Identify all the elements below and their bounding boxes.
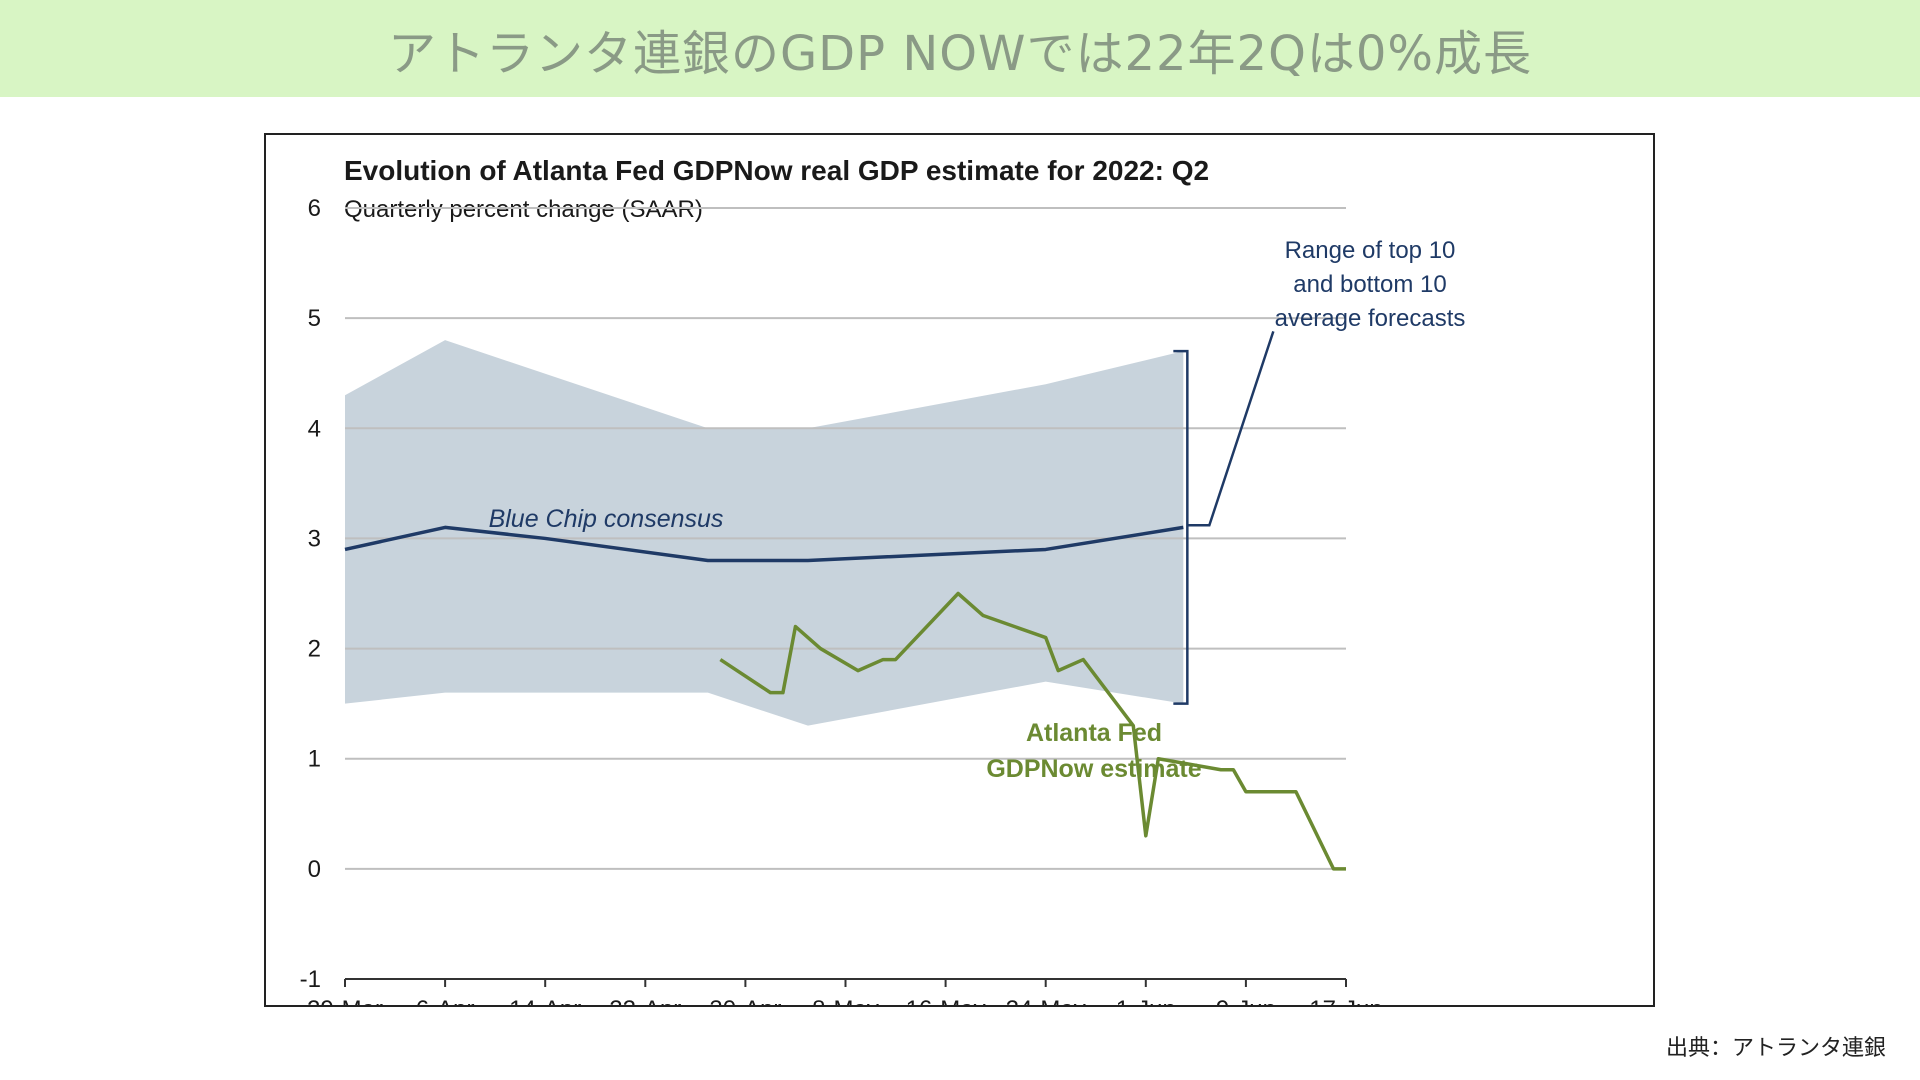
y-tick-label: 0 — [308, 856, 321, 883]
banner-title: アトランタ連銀のGDP NOWでは22年2Qは0%成長 — [387, 25, 1533, 82]
x-tick-label: 17-Jun — [1309, 996, 1382, 1005]
source-note: 出典：アトランタ連銀 — [1665, 1036, 1886, 1061]
x-tick-label: 14-Apr — [509, 996, 581, 1005]
x-tick-label: 6-Apr — [416, 996, 475, 1005]
forecast-range-band — [345, 340, 1184, 726]
x-tick-label: 29-Mar — [307, 996, 383, 1005]
range-label: Range of top 10 — [1285, 237, 1456, 264]
range-bracket — [1173, 349, 1189, 705]
y-tick-label: 4 — [308, 415, 321, 442]
chart-title: Evolution of Atlanta Fed GDPNow real GDP… — [344, 155, 1209, 186]
y-tick-label: 5 — [308, 305, 321, 332]
range-label: and bottom 10 — [1293, 271, 1446, 298]
x-tick-label: 30-Apr — [709, 996, 781, 1005]
y-tick-label: 2 — [308, 636, 321, 663]
bluechip-consensus-line — [344, 525, 1184, 563]
y-tick-label: 3 — [308, 525, 321, 552]
y-tick-label: 6 — [308, 195, 321, 222]
x-tick-label: 16-May — [906, 996, 986, 1005]
y-tick-label: -1 — [300, 966, 321, 993]
chart-frame: Evolution of Atlanta Fed GDPNow real GDP… — [264, 133, 1655, 1007]
x-tick-label: 24-May — [1006, 996, 1086, 1005]
x-tick-label: 8-May — [812, 996, 879, 1005]
range-label: average forecasts — [1275, 305, 1466, 332]
x-tick-label: 1-Jun — [1116, 996, 1176, 1005]
range-leader-line — [1187, 330, 1275, 527]
title-banner: アトランタ連銀のGDP NOWでは22年2Qは0%成長 — [0, 0, 1920, 97]
gdpnow-chart: Evolution of Atlanta Fed GDPNow real GDP… — [300, 155, 1466, 1005]
chart-subtitle: Quarterly percent change (SAAR) — [344, 196, 703, 223]
gdpnow-label: Atlanta Fed — [1026, 719, 1162, 747]
gdpnow-estimate-line — [719, 591, 1346, 871]
x-tick-label: 9-Jun — [1216, 996, 1276, 1005]
y-tick-label: 1 — [308, 746, 321, 773]
bluechip-label: Blue Chip consensus — [489, 505, 724, 533]
x-tick-label: 22-Apr — [609, 996, 681, 1005]
gdpnow-label: GDPNow estimate — [986, 755, 1201, 783]
